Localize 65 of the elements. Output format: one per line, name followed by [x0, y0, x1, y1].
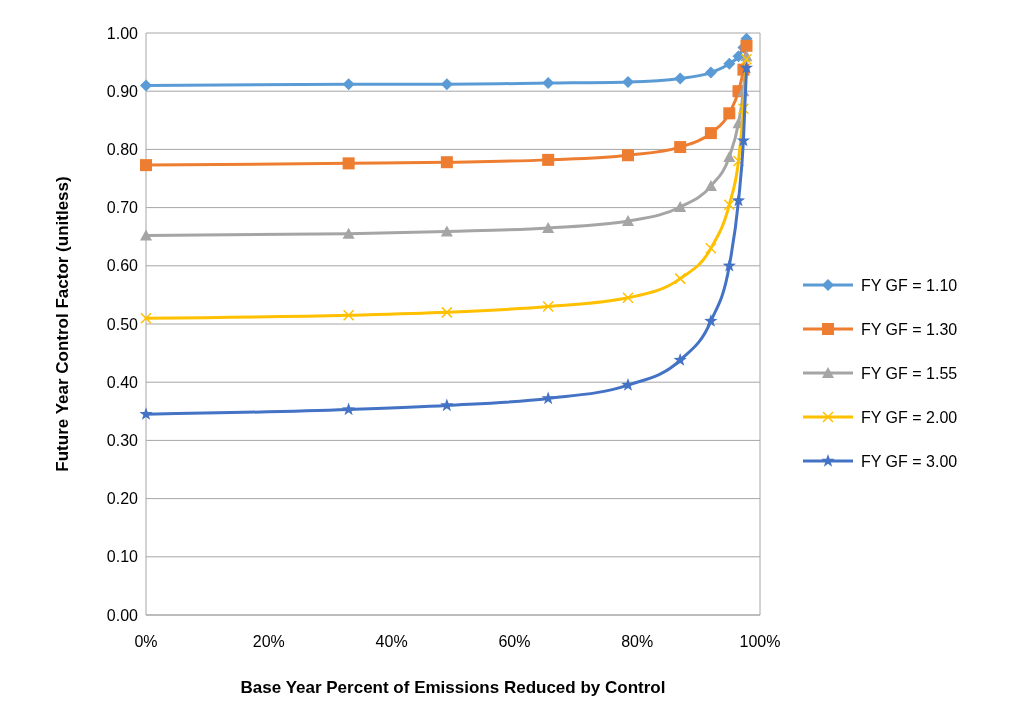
x-tick-label: 100%: [739, 633, 781, 650]
x-tick-label: 80%: [621, 633, 654, 650]
point: [440, 156, 453, 169]
point: [674, 141, 687, 154]
x-tick-label: 60%: [498, 633, 531, 650]
point: [621, 214, 634, 226]
y-tick-label: 0.30: [106, 432, 139, 449]
point: [674, 201, 687, 213]
point: [542, 153, 555, 166]
point: [722, 258, 736, 272]
y-tick-label: 0.70: [106, 199, 139, 217]
point: [732, 50, 745, 63]
y-tick-label: 0.60: [106, 257, 139, 275]
y-tick-label: 0.40: [106, 373, 139, 391]
point: [342, 227, 355, 239]
point: [139, 407, 153, 420]
point: [674, 272, 686, 285]
point: [342, 78, 355, 91]
point: [723, 198, 736, 211]
point: [674, 72, 687, 85]
point: [342, 157, 355, 170]
legend-label: FY GF = 2.00: [861, 408, 958, 426]
y-tick-label: 0.20: [106, 490, 139, 508]
point: [441, 306, 453, 319]
legend-label: FY GF = 3.00: [861, 452, 958, 470]
x-tick-label: 0%: [134, 633, 158, 650]
point: [705, 242, 717, 255]
point: [704, 314, 718, 327]
y-tick-label: 1.00: [106, 24, 139, 42]
y-tick-label: 0.80: [106, 141, 139, 158]
point: [341, 402, 356, 416]
point: [704, 127, 717, 140]
y-tick-label: 0.10: [106, 548, 139, 566]
point: [732, 155, 745, 167]
x-axis-title: Base Year Percent of Emissions Reduced by Control: [240, 678, 666, 697]
point: [541, 391, 555, 405]
legend-label: FY GF = 1.10: [861, 276, 958, 294]
y-axis-title: Future Year Control Factor (unitless): [53, 176, 72, 472]
point: [622, 292, 634, 304]
point: [737, 102, 750, 115]
x-tick-label: 20%: [252, 633, 285, 650]
y-tick-label: 0.50: [106, 315, 139, 333]
point: [673, 353, 687, 366]
point: [621, 149, 634, 162]
point: [140, 312, 152, 324]
x-tick-label: 40%: [375, 633, 408, 650]
point: [140, 79, 152, 92]
point: [704, 66, 717, 79]
y-tick-label: 0.90: [106, 82, 139, 100]
point: [723, 57, 736, 70]
point: [140, 229, 152, 241]
point: [140, 159, 152, 172]
legend-label: FY GF = 1.55: [861, 364, 958, 382]
point: [440, 225, 453, 237]
point: [739, 60, 754, 74]
point: [731, 193, 746, 207]
legend-label: FY GF = 1.30: [861, 320, 958, 338]
point: [704, 180, 717, 192]
point: [342, 309, 355, 322]
point: [723, 107, 736, 120]
y-tick-label: 0.00: [106, 606, 139, 624]
point: [542, 300, 554, 313]
point: [723, 150, 736, 162]
point: [542, 221, 555, 233]
point: [440, 398, 454, 412]
